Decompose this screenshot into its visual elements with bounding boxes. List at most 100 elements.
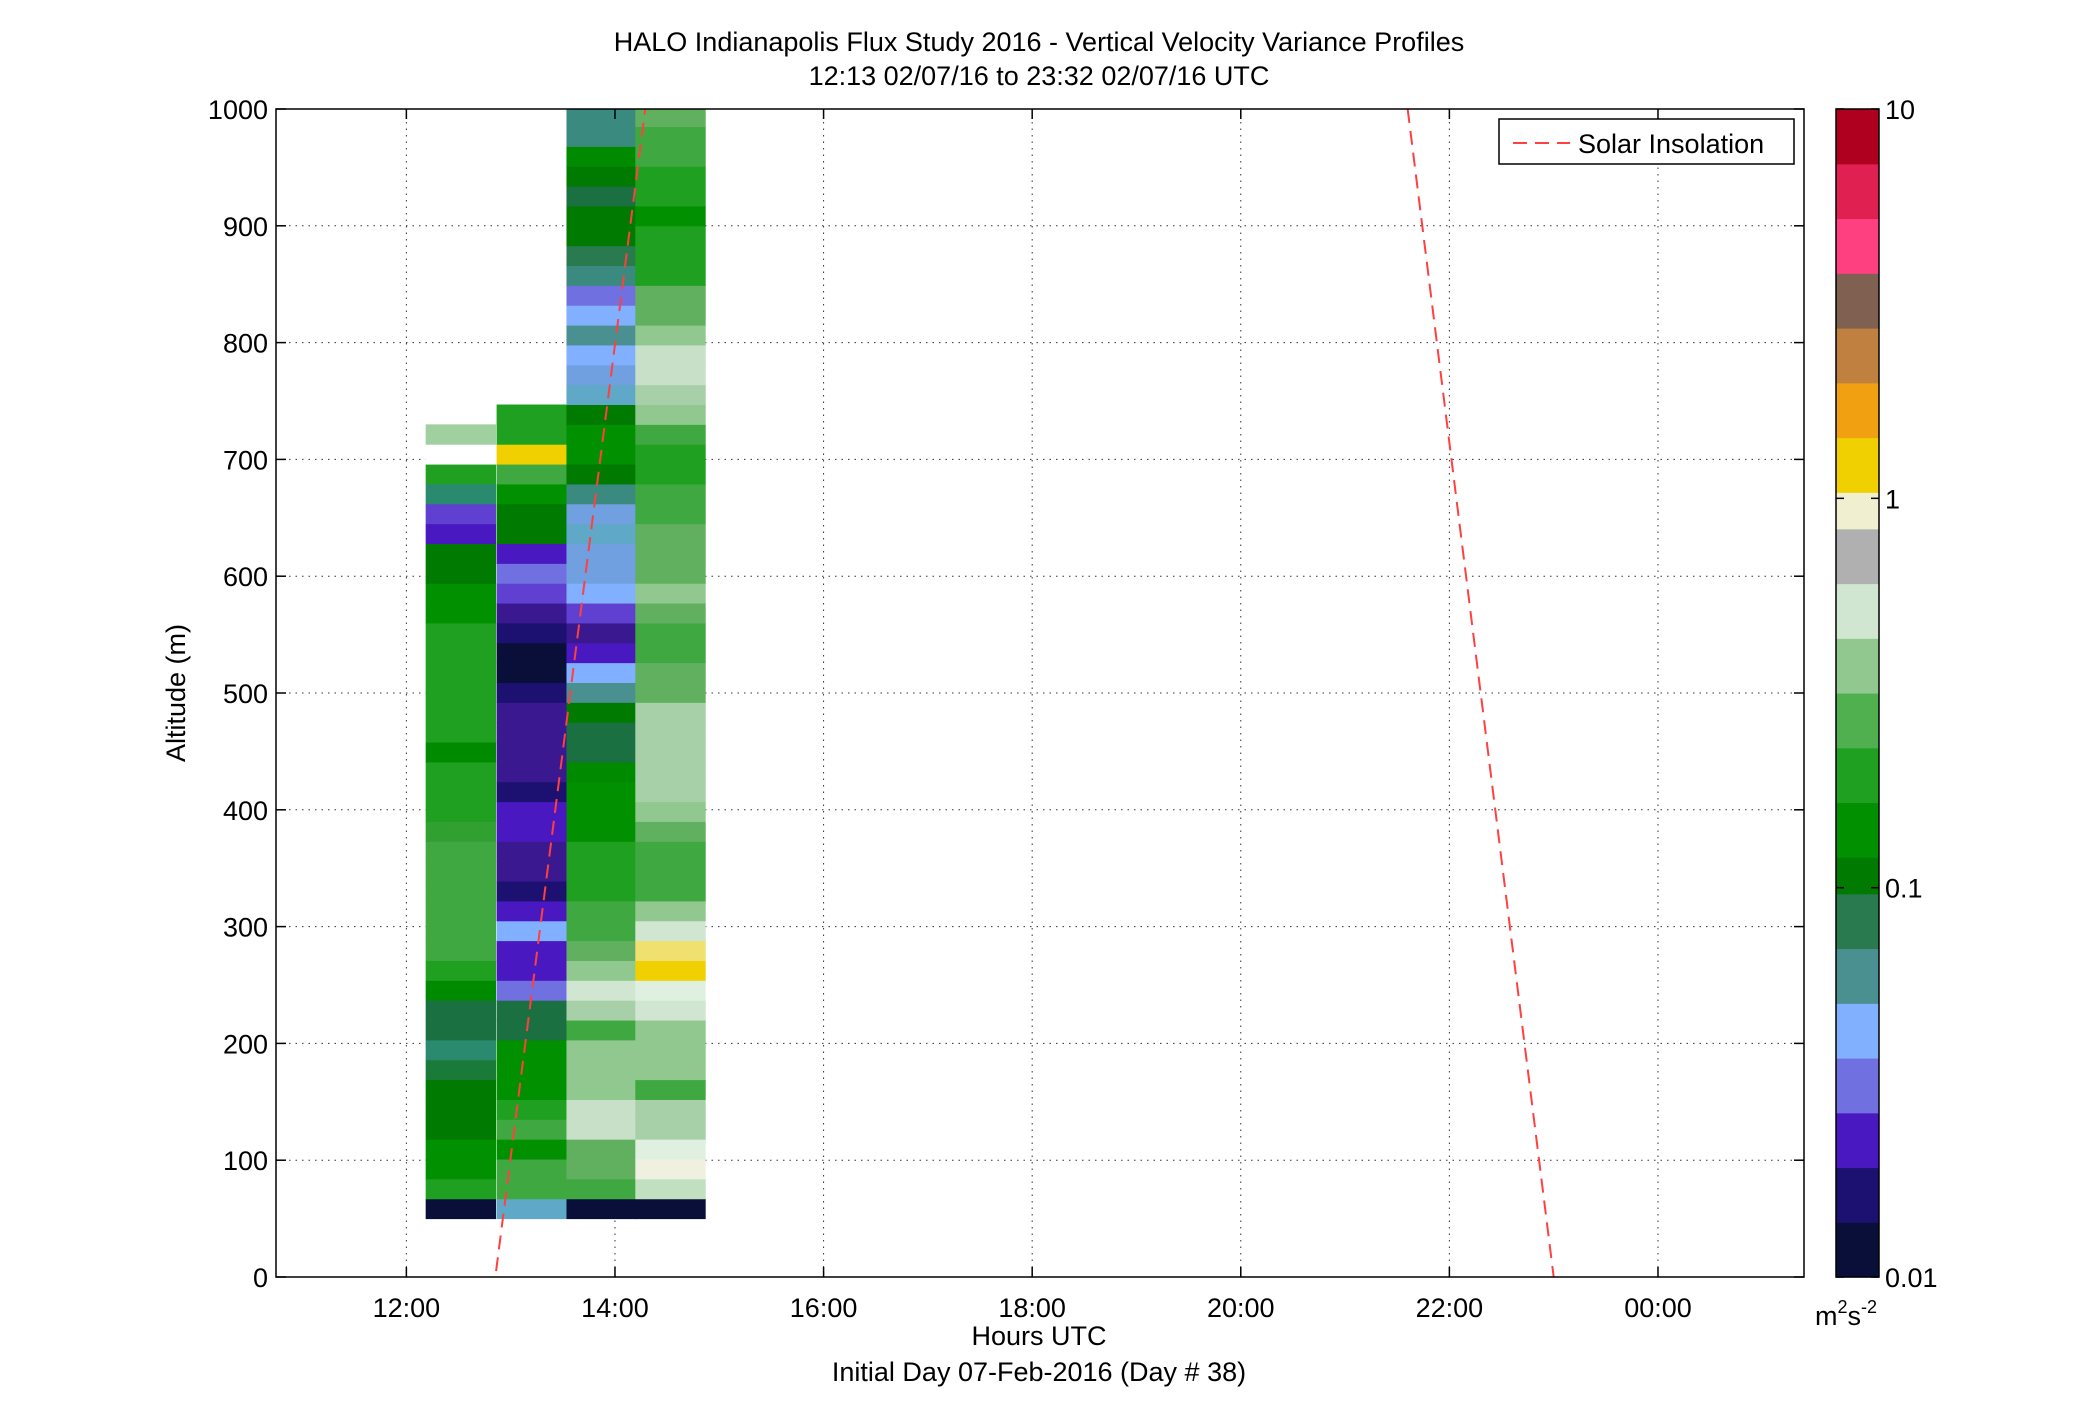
heatmap-cell (566, 1099, 637, 1120)
colorbar-units-s: s (1848, 1301, 1862, 1331)
heatmap-cell (566, 841, 637, 862)
heatmap-cell (566, 900, 637, 922)
y-tick-label: 1000 (208, 95, 268, 125)
heatmap-cell (566, 1000, 637, 1021)
heatmap-cell (635, 364, 706, 386)
heatmap-cell (635, 87, 705, 107)
heatmap-cell (496, 1059, 567, 1081)
colorbar-stripe (1836, 966, 1879, 986)
colorbar-stripe (1836, 1058, 1879, 1077)
colorbar-units-m: m (1815, 1301, 1838, 1331)
colorbar-stripe (1836, 601, 1879, 621)
heatmap-cell (566, 285, 637, 306)
heatmap-cell (566, 205, 637, 227)
heatmap-cell (425, 424, 497, 445)
heatmap-cell (566, 801, 637, 822)
heatmap-cell (566, 543, 637, 564)
heatmap-cell (425, 563, 497, 584)
heatmap-cell (566, 404, 637, 425)
colorbar-stripe (1836, 547, 1879, 566)
heatmap-cell (425, 761, 497, 783)
colorbar-tick-label: 0.1 (1885, 874, 1923, 904)
heatmap-cell (566, 325, 637, 346)
heatmap-cell (635, 603, 706, 624)
heatmap-cell (425, 642, 497, 664)
colorbar-stripe (1836, 729, 1879, 749)
heatmap-cell (635, 444, 706, 465)
colorbar-stripe (1836, 1003, 1879, 1023)
heatmap-cell (566, 861, 637, 882)
chart-subtitle: 12:13 02/07/16 to 23:32 02/07/16 UTC (809, 61, 1270, 91)
heatmap-cell (566, 1020, 637, 1041)
colorbar-tick-label: 10 (1885, 95, 1915, 125)
x-axis-label: Hours UTC (971, 1321, 1106, 1351)
heatmap-cell (566, 563, 637, 584)
heatmap-cell (425, 1020, 497, 1041)
y-tick-label: 800 (223, 329, 268, 359)
heatmap-cell (425, 702, 497, 723)
colorbar-stripe (1836, 255, 1879, 274)
heatmap-cell (425, 1139, 497, 1160)
colorbar-stripe (1836, 1076, 1879, 1096)
colorbar-stripe (1836, 620, 1879, 639)
x-tick-label: 22:00 (1416, 1293, 1484, 1323)
colorbar-stripe (1836, 328, 1879, 347)
heatmap-cell (566, 364, 637, 386)
colorbar-stripe (1836, 382, 1879, 402)
heatmap-cell (635, 1079, 706, 1100)
colorbar-units: m2s-2 (1815, 1297, 1877, 1331)
heatmap-cell (496, 940, 567, 961)
heatmap-cell (496, 702, 567, 723)
heatmap-cell (635, 325, 706, 346)
heatmap-cell (635, 920, 706, 942)
colorbar-units-exp2: -2 (1861, 1297, 1877, 1317)
heatmap-cell (425, 801, 497, 822)
colorbar-stripe (1836, 163, 1879, 183)
heatmap-cell (635, 424, 706, 445)
heatmap-cell (635, 265, 706, 286)
heatmap-cell (566, 305, 637, 326)
heatmap-cell (566, 225, 637, 247)
heatmap-cell (425, 523, 497, 544)
heatmap-cell (635, 1119, 706, 1140)
heatmap-cell (566, 940, 637, 961)
heatmap-cell (425, 861, 497, 882)
heatmap-cell (635, 404, 706, 425)
heatmap-cell (496, 1139, 567, 1160)
heatmap-cell (566, 583, 637, 604)
colorbar-tick-label: 0.01 (1885, 1263, 1938, 1293)
colorbar-stripe (1836, 1094, 1879, 1114)
heatmap-cell (425, 940, 497, 961)
heatmap-cell (566, 424, 637, 445)
heatmap-cell (425, 583, 497, 604)
y-tick-label: 500 (223, 679, 268, 709)
heatmap-cell (566, 503, 637, 525)
heatmap-cell (425, 960, 497, 981)
heatmap-cell (635, 881, 706, 902)
colorbar-stripe (1836, 346, 1879, 366)
heatmap-cell (496, 464, 567, 485)
heatmap-cell (566, 1119, 637, 1140)
colorbar-ticks: 0.01 0.1 1 10 (1836, 95, 1938, 1293)
heatmap-cell (635, 1099, 706, 1120)
heatmap-cell (566, 722, 637, 743)
colorbar-stripe (1836, 1149, 1879, 1169)
heatmap-cell (496, 861, 567, 882)
heatmap-cell (425, 920, 497, 942)
heatmap-cell (566, 1079, 637, 1100)
heatmap-cell (496, 900, 567, 922)
heatmap-cell (496, 801, 567, 822)
colorbar-stripe (1836, 638, 1879, 658)
colorbar-stripe (1836, 145, 1879, 165)
heatmap-cell (635, 1000, 706, 1021)
colorbar-stripe (1836, 1258, 1879, 1278)
heatmap-cell (635, 1178, 706, 1200)
heatmap-cell (496, 682, 567, 703)
colorbar-stripe (1836, 419, 1879, 439)
heatmap-cell (496, 960, 567, 981)
colorbar-stripe (1836, 474, 1879, 493)
heatmap-cell (566, 662, 637, 683)
heatmap-cell (425, 1000, 497, 1021)
heatmap-cell (566, 146, 637, 167)
x-axis-sublabel: Initial Day 07-Feb-2016 (Day # 38) (832, 1357, 1246, 1387)
